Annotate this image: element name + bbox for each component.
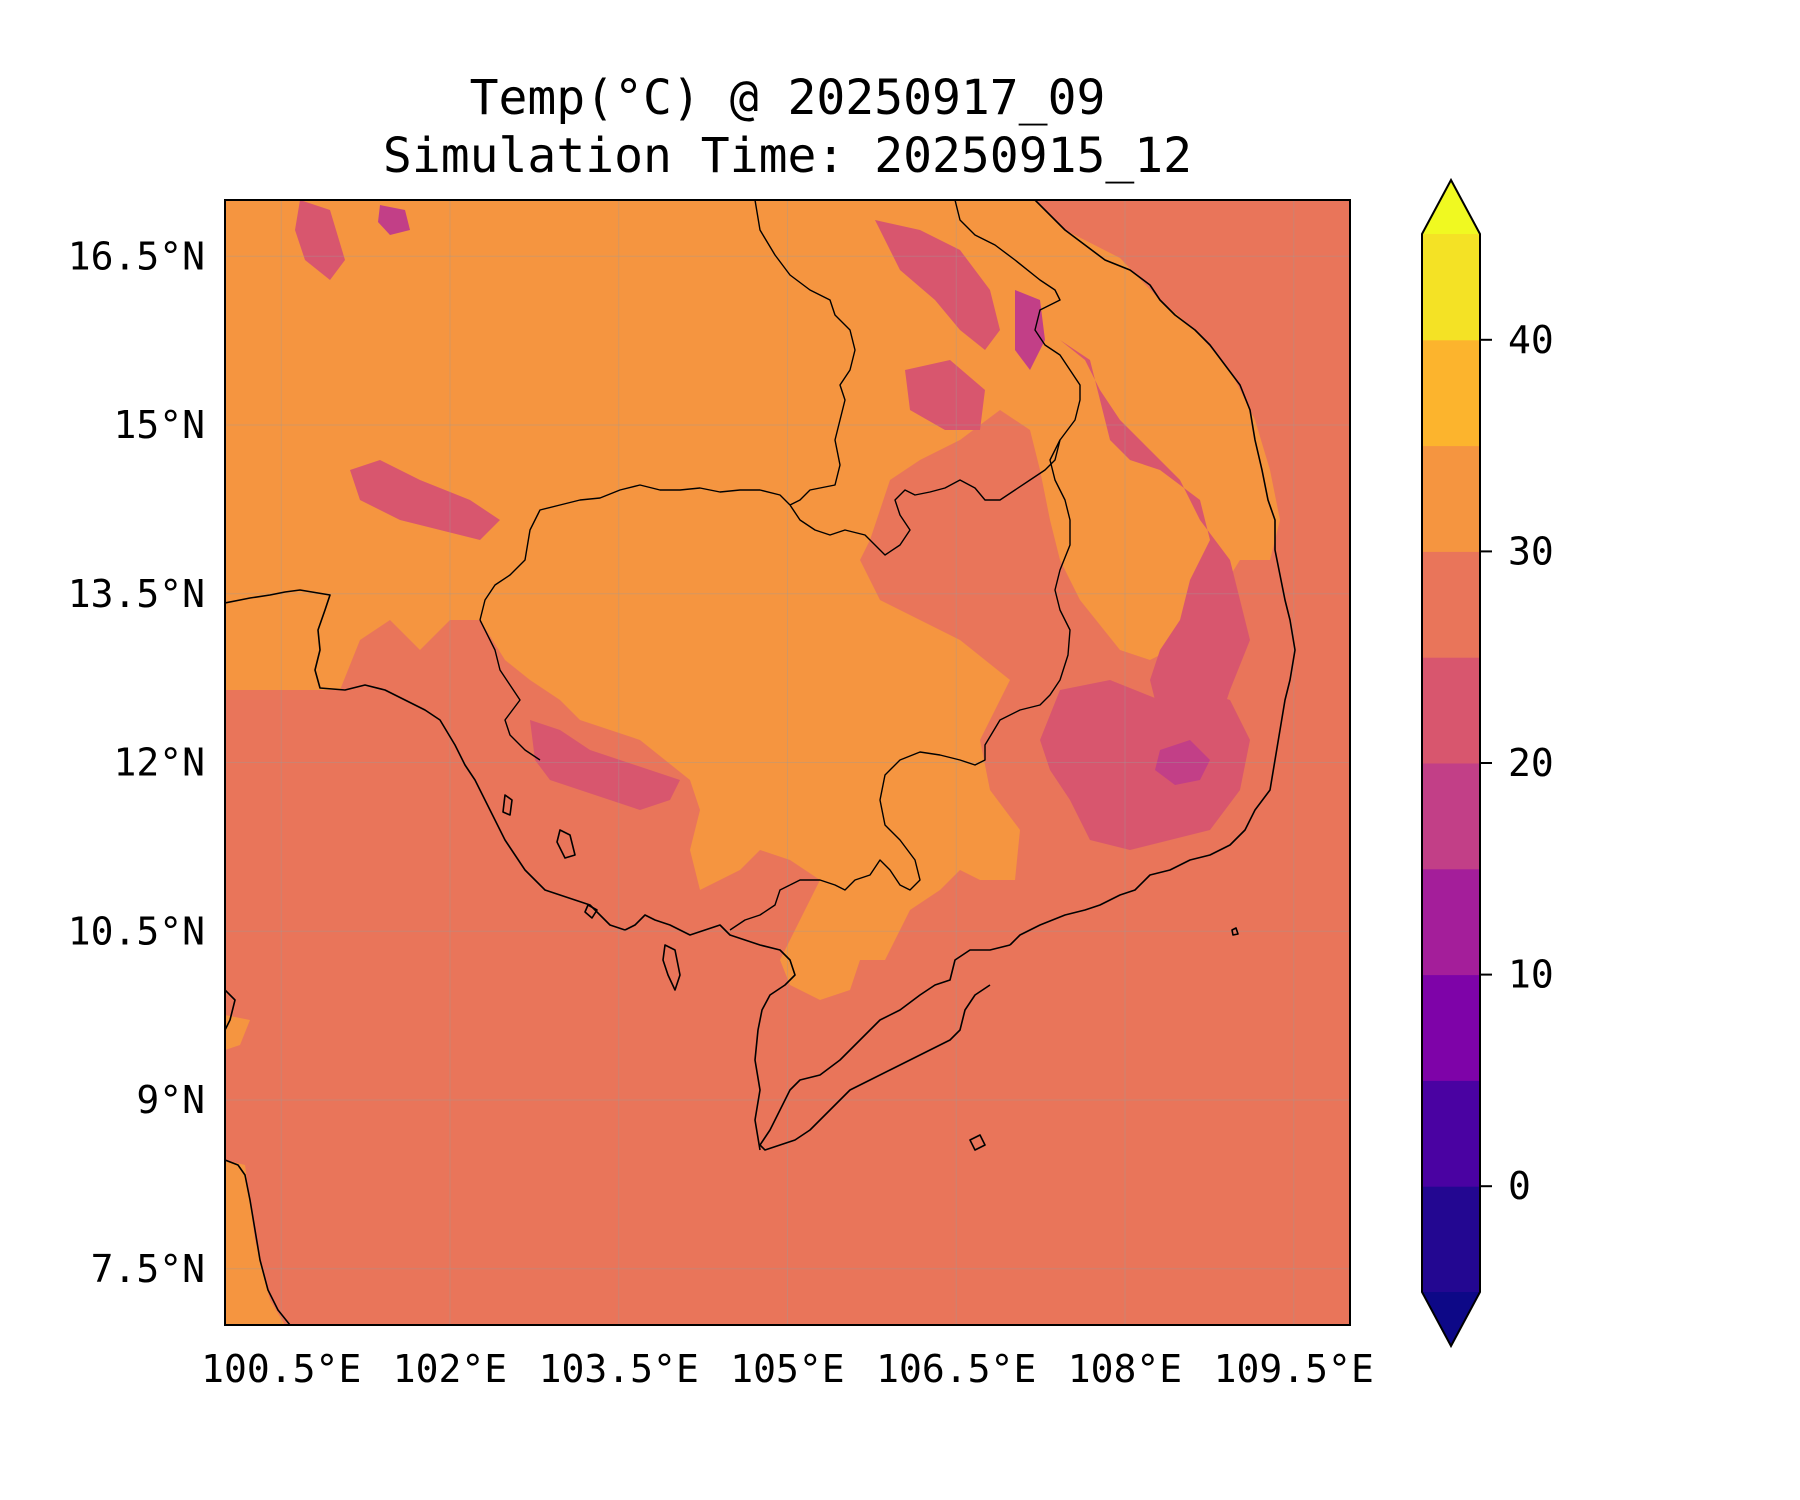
map-subtitle: Simulation Time: 20250915_12 [382, 128, 1193, 184]
colorbar-tick-label: 20 [1508, 741, 1554, 785]
colorbar-bin [1422, 763, 1480, 870]
colorbar-bin [1422, 974, 1480, 1081]
cold-core-highlands [1155, 740, 1210, 785]
y-tick-label: 12°N [113, 741, 205, 785]
cool-field-highlands [1040, 680, 1250, 850]
cool-field-cardamom [530, 720, 680, 810]
colorbar-bin [1422, 339, 1480, 447]
warm-field-small [225, 1015, 250, 1050]
colorbar-bin [1422, 657, 1480, 764]
x-tick-label: 109.5°E [1214, 1347, 1374, 1391]
x-tick-label: 100.5°E [201, 1347, 361, 1391]
cool-field-annamite [1060, 340, 1250, 720]
cool-field-thailand [350, 460, 500, 540]
cold-core-north [1015, 290, 1045, 370]
country-borders [479, 200, 1081, 931]
x-tick-label: 105°E [730, 1347, 844, 1391]
cool-field-north [875, 220, 1000, 350]
colorbar-bin [1422, 868, 1480, 976]
colorbar-tick-label: 10 [1508, 953, 1554, 997]
colorbar-bin [1422, 551, 1480, 658]
x-tick-label: 102°E [393, 1347, 507, 1391]
colorbar-tick-label: 40 [1508, 318, 1554, 362]
warm-field-north [225, 200, 1280, 1000]
x-axis-ticks: 100.5°E 102°E 103.5°E 105°E 106.5°E 108°E 109.… [201, 1347, 1374, 1391]
cold-core-west [378, 205, 410, 235]
y-tick-label: 16.5°N [68, 234, 205, 278]
cool-field-west [295, 200, 345, 280]
x-tick-label: 108°E [1068, 1347, 1182, 1391]
map-frame [224, 199, 1351, 1326]
colorbar-tick-label: 30 [1508, 529, 1554, 573]
y-tick-label: 13.5°N [68, 572, 205, 616]
map-gridlines [225, 200, 1350, 1325]
y-tick-label: 7.5°N [91, 1247, 205, 1291]
y-axis-ticks: 16.5°N 15°N 13.5°N 12°N 10.5°N 9°N 7.5°N [68, 234, 205, 1291]
y-tick-label: 15°N [113, 403, 205, 447]
coastline [225, 200, 1296, 1325]
colorbar-outline [1421, 177, 1481, 1349]
cool-field-laos [905, 360, 985, 430]
y-tick-label: 9°N [136, 1078, 205, 1122]
islands [502, 794, 1239, 1151]
x-tick-label: 106.5°E [876, 1347, 1036, 1391]
colorbar-bin [1422, 1186, 1480, 1293]
colorbar-under-arrow [1422, 1292, 1480, 1346]
map-plot-area [225, 200, 1350, 1325]
colorbar-bin [1422, 234, 1480, 341]
colorbar-bin [1422, 445, 1480, 552]
colorbar-tick-label: 0 [1508, 1164, 1531, 1208]
colorbar-bin [1422, 1080, 1480, 1187]
warm-field-peninsula [225, 1160, 285, 1325]
y-tick-label: 10.5°N [68, 909, 205, 953]
map-title: Temp(°C) @ 20250917_09 [469, 70, 1106, 126]
colorbar-over-arrow [1422, 180, 1480, 234]
x-tick-label: 103.5°E [539, 1347, 699, 1391]
colorbar: 40 30 20 10 0 [1421, 177, 1554, 1349]
